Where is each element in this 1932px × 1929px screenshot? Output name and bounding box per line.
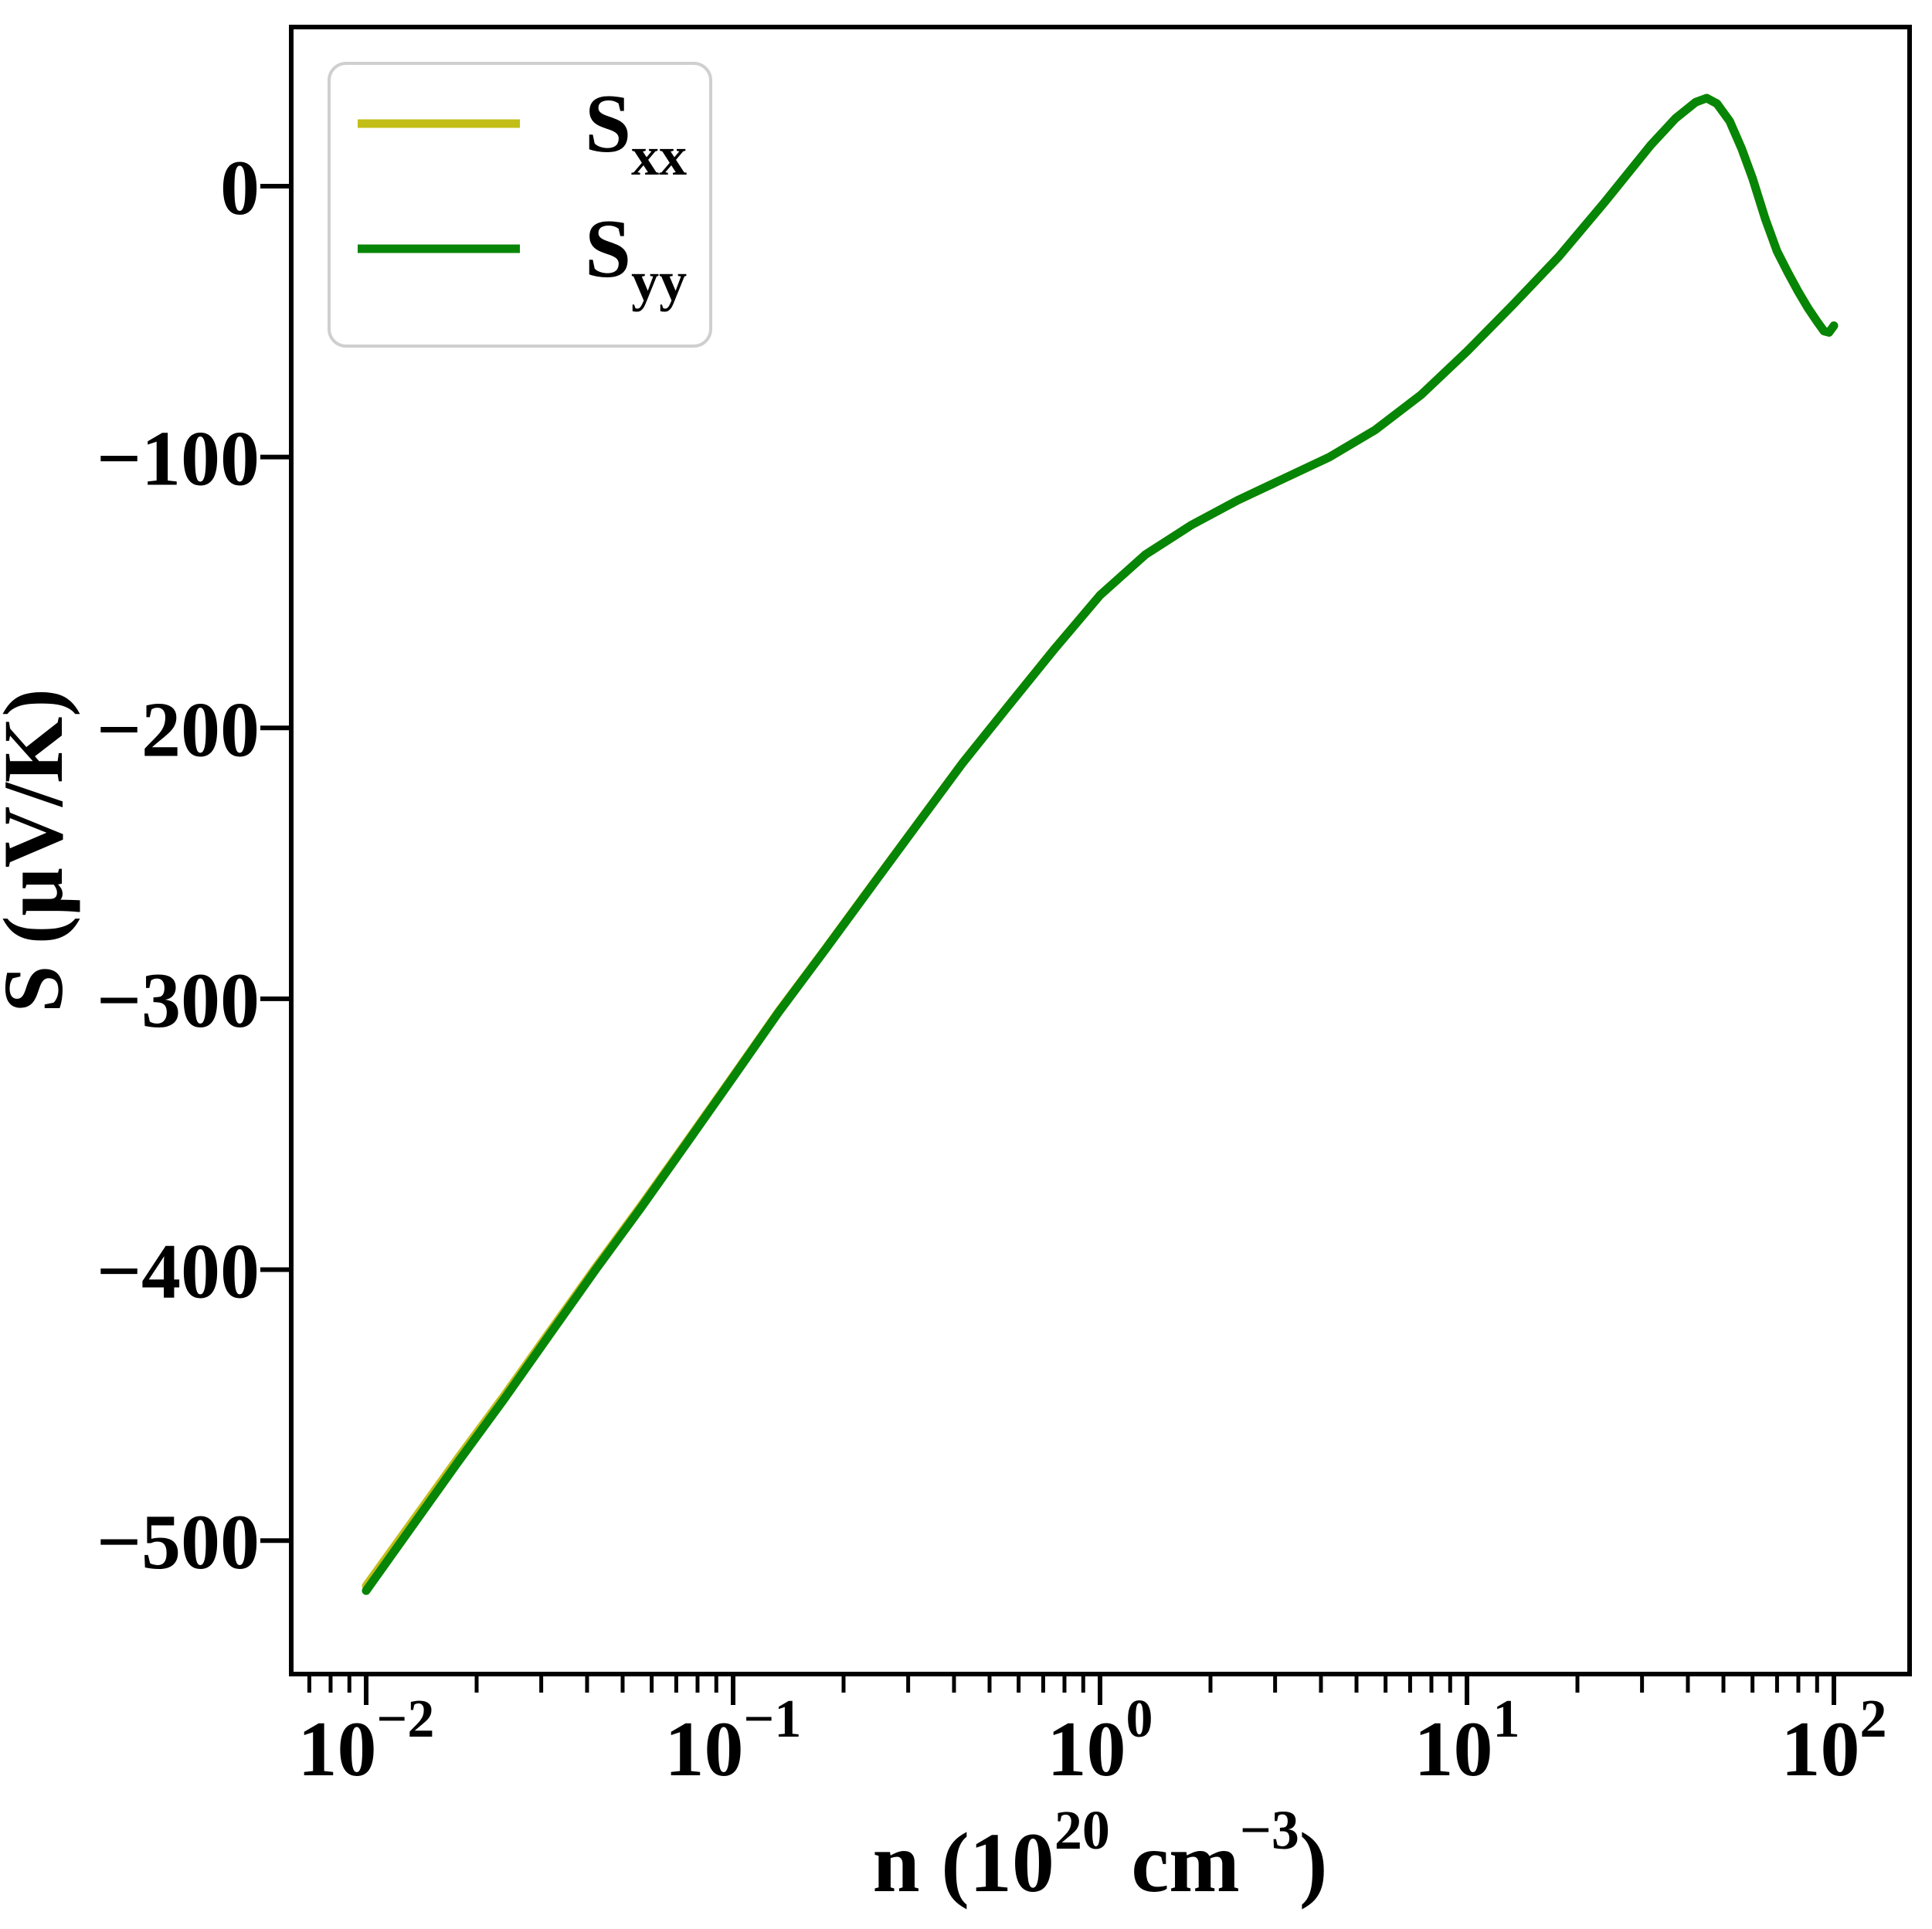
- x-tick-label: 102: [1781, 1690, 1887, 1793]
- series-s_yy-line: [362, 93, 1839, 1595]
- y-tick-label: −200: [97, 686, 260, 773]
- legend-box: [328, 62, 712, 348]
- x-tick-label: 10−1: [665, 1690, 802, 1793]
- y-axis-tick-labels: 0 −100 −200 −300 −400 −500: [97, 144, 260, 1586]
- plot-series: [362, 93, 1839, 1595]
- x-tick-label: 100: [1047, 1690, 1153, 1793]
- legend-label-xx[interactable]: Sxx: [585, 78, 687, 187]
- y-tick-label: 0: [220, 144, 260, 232]
- y-axis-label: S (μV/K): [0, 688, 80, 1013]
- x-axis-ticks: [307, 1676, 1836, 1705]
- x-axis-label: n (1020 cm−3): [873, 1799, 1328, 1910]
- x-axis-tick-labels: 10−2 10−1 100 101 102: [298, 1690, 1887, 1793]
- x-tick-label: 10−2: [298, 1690, 435, 1793]
- y-tick-label: −300: [97, 957, 260, 1044]
- y-tick-label: −500: [97, 1499, 260, 1586]
- x-tick-label: 101: [1414, 1690, 1520, 1793]
- y-axis-ticks: [260, 184, 290, 1544]
- y-tick-label: −400: [97, 1228, 260, 1316]
- axes-spines: [289, 25, 1912, 1676]
- legend: Sxx Syy: [328, 62, 712, 348]
- y-tick-label: −100: [97, 416, 260, 503]
- plot-frame: [289, 25, 1912, 1676]
- legend-label-yy[interactable]: Syy: [585, 203, 687, 312]
